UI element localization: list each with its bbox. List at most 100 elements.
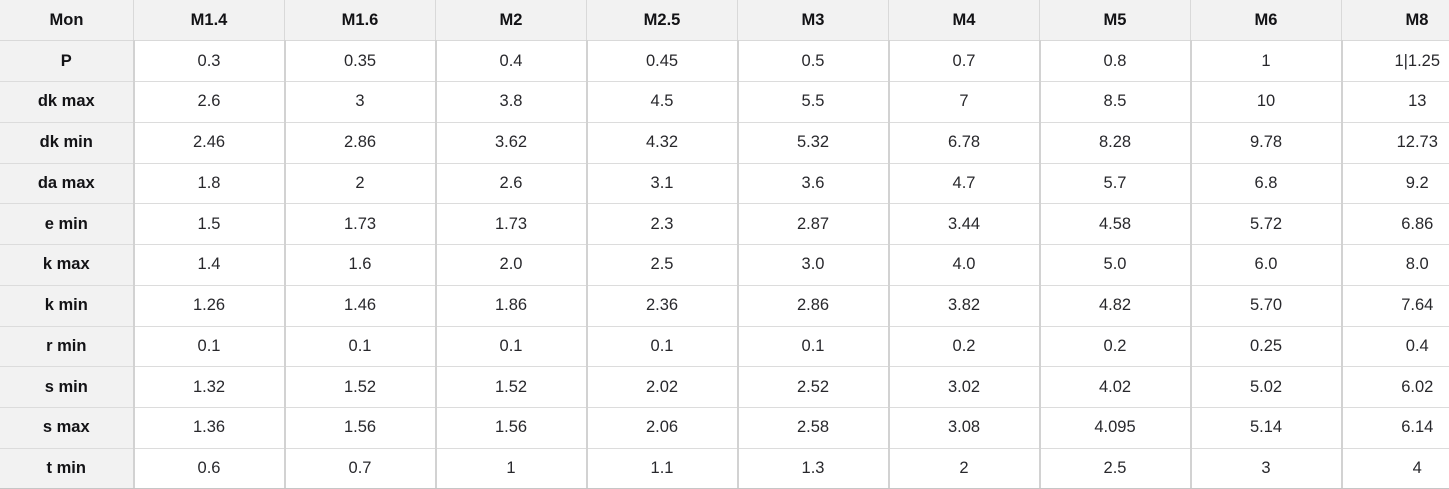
table-cell: 0.4 bbox=[1340, 325, 1449, 367]
table-row: r min 0.1 0.1 0.1 0.1 0.1 0.2 0.2 0.25 0.4 bbox=[0, 325, 1449, 367]
table-cell: 2.02 bbox=[585, 366, 738, 408]
table-cell: 1.56 bbox=[283, 407, 436, 449]
table-cell: 4.82 bbox=[1038, 284, 1191, 326]
table-row: k min 1.26 1.46 1.86 2.36 2.86 3.82 4.82 5.70 7.6… bbox=[0, 284, 1449, 326]
table-cell: 4.7 bbox=[887, 162, 1040, 204]
row-header-da-max: da max bbox=[0, 162, 134, 204]
table-cell: 0.45 bbox=[585, 40, 738, 82]
row-header-e-min: e min bbox=[0, 203, 134, 245]
table-cell: 1.26 bbox=[132, 284, 285, 326]
table-cell: 2.87 bbox=[736, 203, 889, 245]
table-cell: 0.6 bbox=[132, 447, 285, 489]
table-cell: 3.1 bbox=[585, 162, 738, 204]
table-cell: 6.8 bbox=[1189, 162, 1342, 204]
table-cell: 3.62 bbox=[434, 121, 587, 163]
table-cell: 1.5 bbox=[132, 203, 285, 245]
table-header: Mon M1.4 M1.6 M2 M2.5 M3 M4 M5 M6 M8 bbox=[0, 0, 1449, 42]
column-header-m8: M8 bbox=[1341, 0, 1449, 42]
table-cell: 6.78 bbox=[887, 121, 1040, 163]
table-row: s max 1.36 1.56 1.56 2.06 2.58 3.08 4.095 5.14 6.… bbox=[0, 407, 1449, 449]
table-cell: 2.58 bbox=[736, 407, 889, 449]
table-cell: 0.2 bbox=[887, 325, 1040, 367]
table-cell: 1.56 bbox=[434, 407, 587, 449]
table-cell: 0.2 bbox=[1038, 325, 1191, 367]
table-cell: 4.32 bbox=[585, 121, 738, 163]
table-row: t min 0.6 0.7 1 1.1 1.3 2 2.5 3 4 bbox=[0, 447, 1449, 489]
table-cell: 1.73 bbox=[283, 203, 436, 245]
table-cell: 6.14 bbox=[1340, 407, 1449, 449]
row-header-r-min: r min bbox=[0, 325, 134, 367]
row-header-k-min: k min bbox=[0, 284, 134, 326]
table-cell: 1.1 bbox=[585, 447, 738, 489]
table-cell: 3 bbox=[1189, 447, 1342, 489]
table-cell: 0.3 bbox=[132, 40, 285, 82]
corner-header-cell: Mon bbox=[0, 0, 134, 42]
table-cell: 0.35 bbox=[283, 40, 436, 82]
table-cell: 2.6 bbox=[132, 81, 285, 123]
table-cell: 3.02 bbox=[887, 366, 1040, 408]
table-cell: 4.02 bbox=[1038, 366, 1191, 408]
table-cell: 1.8 bbox=[132, 162, 285, 204]
row-header-t-min: t min bbox=[0, 447, 134, 489]
table-cell: 10 bbox=[1189, 81, 1342, 123]
table-cell: 7.64 bbox=[1340, 284, 1449, 326]
table-cell: 1.3 bbox=[736, 447, 889, 489]
table-cell: 9.78 bbox=[1189, 121, 1342, 163]
table-cell: 1.4 bbox=[132, 244, 285, 286]
table-cell: 3.82 bbox=[887, 284, 1040, 326]
table-cell: 8.0 bbox=[1340, 244, 1449, 286]
table-cell: 5.0 bbox=[1038, 244, 1191, 286]
table-cell: 1.36 bbox=[132, 407, 285, 449]
table-cell: 12.73 bbox=[1340, 121, 1449, 163]
table-cell: 5.72 bbox=[1189, 203, 1342, 245]
table-cell: 6.02 bbox=[1340, 366, 1449, 408]
table-cell: 1.52 bbox=[434, 366, 587, 408]
row-header-p: P bbox=[0, 40, 134, 82]
table-cell: 0.5 bbox=[736, 40, 889, 82]
table-cell: 1|1.25 bbox=[1340, 40, 1449, 82]
table-cell: 4.58 bbox=[1038, 203, 1191, 245]
table-row: P 0.3 0.35 0.4 0.45 0.5 0.7 0.8 1 1|1.25 bbox=[0, 40, 1449, 82]
table-row: da max 1.8 2 2.6 3.1 3.6 4.7 5.7 6.8 9.2 bbox=[0, 162, 1449, 204]
table-cell: 1.6 bbox=[283, 244, 436, 286]
table-cell: 5.32 bbox=[736, 121, 889, 163]
row-header-s-min: s min bbox=[0, 366, 134, 408]
table-cell: 1.73 bbox=[434, 203, 587, 245]
table-cell: 2.5 bbox=[1038, 447, 1191, 489]
table-body: P 0.3 0.35 0.4 0.45 0.5 0.7 0.8 1 1|1.25 dk max 2.6… bbox=[0, 40, 1449, 489]
table-cell: 0.1 bbox=[434, 325, 587, 367]
table-cell: 4.095 bbox=[1038, 407, 1191, 449]
table-cell: 3.6 bbox=[736, 162, 889, 204]
table-cell: 0.1 bbox=[132, 325, 285, 367]
row-header-k-max: k max bbox=[0, 244, 134, 286]
table-cell: 2.5 bbox=[585, 244, 738, 286]
table-row: dk min 2.46 2.86 3.62 4.32 5.32 6.78 8.28 9.78 12… bbox=[0, 121, 1449, 163]
table-cell: 4 bbox=[1340, 447, 1449, 489]
row-header-dk-max: dk max bbox=[0, 81, 134, 123]
table-cell: 8.5 bbox=[1038, 81, 1191, 123]
table-cell: 5.14 bbox=[1189, 407, 1342, 449]
table-cell: 7 bbox=[887, 81, 1040, 123]
table-cell: 3.44 bbox=[887, 203, 1040, 245]
table-cell: 0.1 bbox=[736, 325, 889, 367]
table-cell: 0.8 bbox=[1038, 40, 1191, 82]
table-cell: 2.06 bbox=[585, 407, 738, 449]
table-cell: 3 bbox=[283, 81, 436, 123]
table-cell: 2.46 bbox=[132, 121, 285, 163]
header-row: Mon M1.4 M1.6 M2 M2.5 M3 M4 M5 M6 M8 bbox=[0, 0, 1449, 42]
table-cell: 1.86 bbox=[434, 284, 587, 326]
table-cell: 0.1 bbox=[585, 325, 738, 367]
table-cell: 2.6 bbox=[434, 162, 587, 204]
column-header-m2: M2 bbox=[435, 0, 587, 42]
table-row: e min 1.5 1.73 1.73 2.3 2.87 3.44 4.58 5.72 6.86 bbox=[0, 203, 1449, 245]
table-cell: 2.86 bbox=[736, 284, 889, 326]
table-cell: 0.7 bbox=[887, 40, 1040, 82]
table-cell: 9.2 bbox=[1340, 162, 1449, 204]
table-cell: 5.70 bbox=[1189, 284, 1342, 326]
row-header-s-max: s max bbox=[0, 407, 134, 449]
table-cell: 3.0 bbox=[736, 244, 889, 286]
table-cell: 1.32 bbox=[132, 366, 285, 408]
table-cell: 2.86 bbox=[283, 121, 436, 163]
